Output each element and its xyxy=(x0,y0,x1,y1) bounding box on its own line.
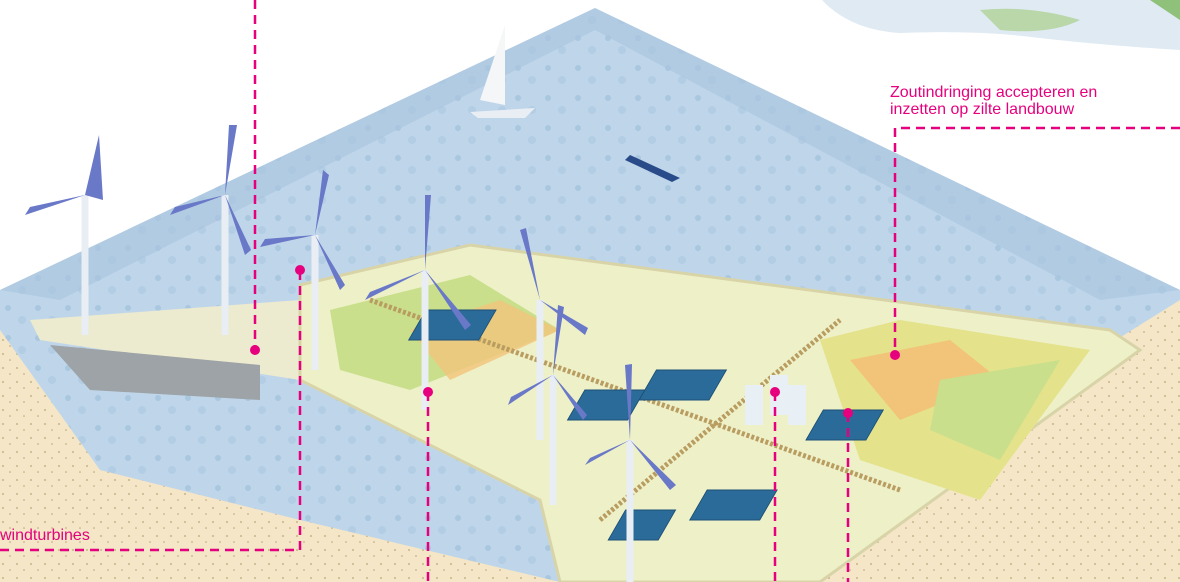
callout-label: inzetten op zilte landbouw xyxy=(890,101,1075,118)
wind-turbines xyxy=(25,120,676,582)
boats xyxy=(470,25,680,182)
storage-tanks xyxy=(745,375,806,425)
landscape xyxy=(0,8,1180,582)
solar-panels xyxy=(407,309,885,541)
callout-label: Zoutindringing accepteren en xyxy=(890,84,1097,101)
callout-label: windturbines xyxy=(0,527,90,544)
map-inset xyxy=(822,0,1180,50)
